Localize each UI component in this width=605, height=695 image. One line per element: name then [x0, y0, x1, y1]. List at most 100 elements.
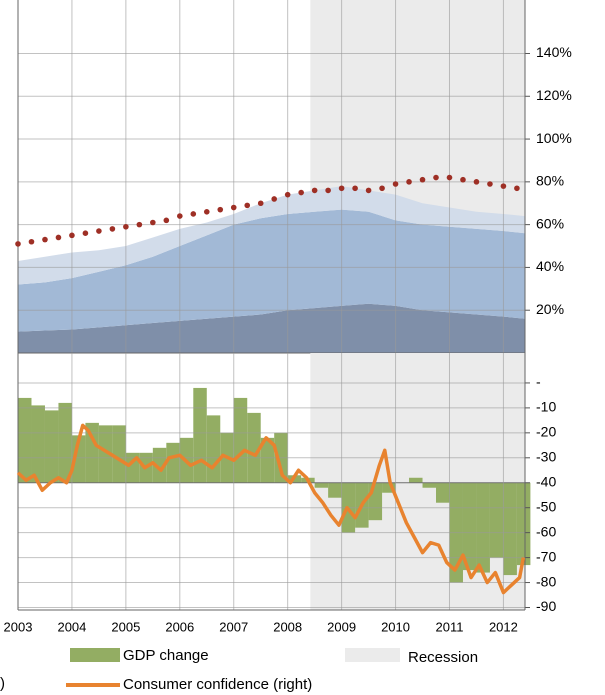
dot	[325, 187, 331, 194]
dot	[257, 200, 264, 207]
y-tick-label: -30	[536, 448, 556, 464]
y-tick-label: -60	[536, 523, 556, 539]
dot	[433, 174, 439, 181]
x-tick-label: 2005	[111, 619, 140, 634]
bar	[476, 482, 490, 573]
bar	[31, 405, 45, 483]
dot	[352, 185, 358, 192]
dot	[28, 238, 35, 245]
dot	[177, 213, 183, 219]
dot	[460, 176, 466, 183]
y-tick-label: 80%	[536, 173, 564, 189]
bar	[166, 442, 180, 483]
dot	[311, 187, 318, 194]
bar	[314, 482, 329, 488]
dot	[284, 191, 291, 198]
y-tick-label: 20%	[536, 301, 564, 317]
y-tick-label: 60%	[536, 215, 564, 231]
legend-label: Recession	[408, 649, 478, 666]
dot	[55, 234, 62, 241]
dot	[487, 181, 493, 187]
x-tick-label: 2006	[165, 619, 194, 634]
y-tick-label: -90	[536, 598, 556, 614]
bar	[206, 415, 221, 483]
dot	[500, 183, 507, 189]
bar	[382, 482, 396, 493]
legend-swatch	[345, 648, 400, 662]
bar	[422, 482, 437, 488]
legend-label: Consumer confidence (right)	[123, 676, 312, 693]
dot	[96, 228, 102, 234]
legend-label: )	[0, 675, 5, 692]
bar	[503, 482, 517, 576]
x-tick-label: 2007	[219, 619, 248, 634]
x-tick-label: 2008	[273, 619, 302, 634]
y-tick-label: 40%	[536, 258, 564, 274]
dot	[217, 206, 224, 213]
dot	[123, 223, 129, 230]
dot	[69, 232, 75, 239]
dot	[82, 230, 89, 236]
dot	[244, 202, 251, 209]
bar	[152, 447, 167, 483]
bar	[328, 482, 342, 498]
y-tick-label: -20	[536, 424, 556, 440]
bar	[98, 425, 113, 483]
dot	[15, 241, 21, 247]
dot	[230, 204, 237, 211]
dot	[473, 179, 480, 185]
y-tick-label: -80	[536, 573, 556, 589]
y-tick-label: 100%	[536, 130, 572, 146]
x-tick-label: 2011	[436, 619, 464, 634]
y-tick-label: -70	[536, 548, 556, 564]
bar	[516, 482, 531, 566]
dot	[392, 181, 399, 187]
line	[16, 423, 526, 595]
bar	[193, 387, 207, 483]
x-tick-label: 2004	[57, 619, 86, 634]
bar	[44, 410, 59, 483]
legend-swatch	[70, 648, 120, 662]
bar	[462, 482, 477, 571]
bar	[368, 482, 383, 521]
dot	[446, 174, 453, 181]
bar	[409, 477, 423, 483]
dot	[271, 196, 277, 202]
y-tick-label: 140%	[536, 44, 572, 60]
bar	[58, 402, 72, 483]
dot	[136, 221, 143, 228]
dot	[406, 179, 412, 185]
area	[18, 303, 525, 353]
dot	[203, 209, 210, 215]
dot	[298, 189, 304, 196]
bar	[18, 397, 32, 483]
bar	[85, 422, 99, 483]
area	[18, 209, 525, 332]
dot	[42, 236, 48, 243]
bar	[260, 437, 275, 483]
y-tick-label: -	[536, 374, 541, 390]
dot	[514, 185, 520, 192]
y-tick-label: -50	[536, 498, 556, 514]
x-tick-label: 2009	[327, 619, 356, 634]
dot	[338, 185, 345, 192]
dot	[163, 217, 170, 224]
x-tick-label: 2012	[489, 619, 518, 634]
legend-label: GDP change	[123, 647, 209, 664]
area	[18, 186, 525, 285]
dot	[150, 219, 156, 226]
dot	[190, 211, 197, 217]
dot	[109, 226, 116, 232]
y-tick-label: -40	[536, 473, 556, 489]
y-tick-label: 120%	[536, 87, 572, 103]
y-tick-label: -10	[536, 399, 556, 415]
dot	[419, 176, 426, 183]
dot	[365, 187, 372, 194]
bar	[112, 425, 126, 483]
bar	[233, 397, 248, 483]
bar	[436, 482, 450, 503]
x-tick-label: 2003	[4, 619, 33, 634]
bar	[247, 412, 261, 483]
bar	[489, 482, 504, 558]
